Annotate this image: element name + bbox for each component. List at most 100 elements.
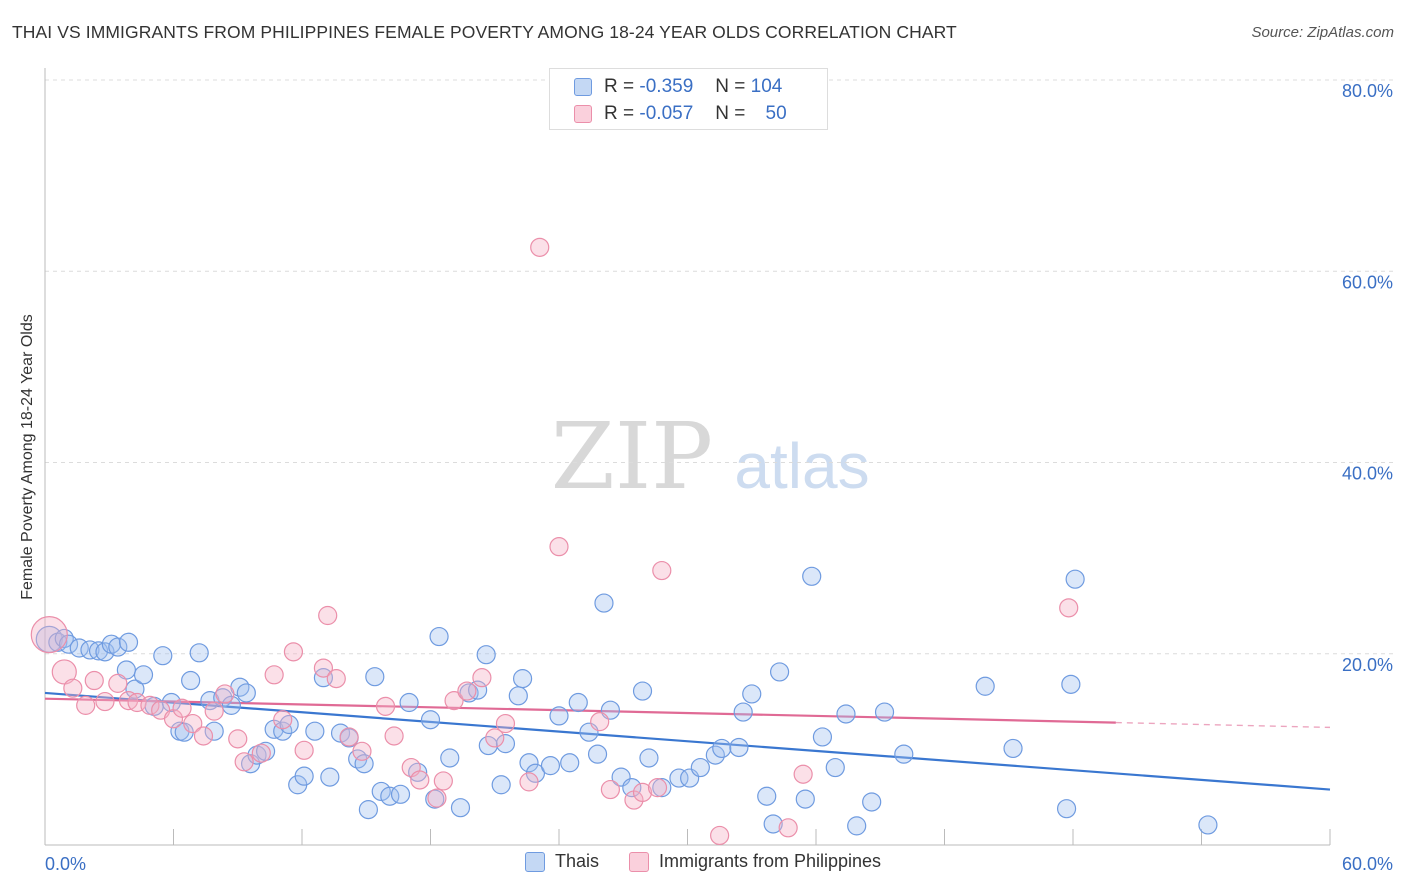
philippines-point: [652, 560, 672, 581]
philippines-point: [76, 695, 96, 715]
thais-point: [95, 642, 115, 662]
thais-point: [181, 670, 201, 691]
x-tick-label: 60.0%: [1342, 854, 1393, 874]
thais-trend-line: [44, 691, 1331, 791]
thais-n-value: 104: [750, 76, 783, 97]
philippines-point: [457, 681, 477, 701]
thais-point: [519, 753, 539, 773]
thais-point: [795, 789, 815, 809]
n-label: N =: [715, 103, 746, 124]
thais-point: [690, 757, 710, 778]
thais-point: [189, 643, 209, 663]
thais-point: [1065, 569, 1085, 589]
thais-point: [639, 748, 659, 768]
philippines-point: [444, 691, 464, 711]
n-label: N =: [715, 76, 746, 97]
philippines-point: [530, 237, 550, 257]
thais-r-value: -0.359: [639, 76, 694, 97]
thais-point: [161, 692, 181, 713]
thais-point: [560, 753, 580, 773]
thais-point: [632, 681, 653, 701]
philippines-point: [549, 537, 569, 557]
axes: [44, 68, 1331, 846]
philippines-point: [264, 665, 284, 685]
r-label: R =: [604, 103, 635, 124]
philippines-point: [273, 710, 293, 730]
philippines-point: [183, 713, 203, 734]
thais-point: [495, 734, 516, 754]
philippines-legend-swatch: [628, 851, 649, 872]
thais-point: [468, 680, 488, 700]
thais-point: [729, 737, 749, 758]
thais-point: [358, 800, 378, 820]
tick-labels: 20.0% 40.0% 60.0% 80.0% 0.0% 60.0%: [45, 81, 1393, 874]
thais-point: [622, 778, 642, 798]
thais-point: [862, 792, 882, 812]
thais-point: [450, 798, 471, 818]
thais-point: [1198, 815, 1218, 835]
thais-point: [769, 662, 790, 682]
thais-point: [549, 706, 569, 726]
thais-point: [669, 768, 689, 788]
thais-point: [587, 744, 608, 764]
stats-legend: R = -0.359 N = 104 R = -0.057 N = 50: [549, 68, 828, 130]
thais-point: [236, 683, 256, 703]
thais-point: [568, 692, 588, 713]
legend-item-thais: Thais: [524, 851, 599, 872]
thais-point: [1061, 674, 1081, 694]
thais-point: [478, 735, 498, 756]
thais-point: [491, 775, 511, 795]
philippines-point: [485, 728, 505, 748]
thais-point: [294, 766, 314, 786]
philippines-point: [600, 779, 621, 800]
philippines-n-value: 50: [765, 103, 787, 124]
thais-point: [365, 667, 385, 687]
y-tick-label: 20.0%: [1342, 655, 1393, 675]
thais-point: [975, 676, 995, 696]
philippines-point: [251, 743, 271, 763]
philippines-trend-line-extension: [1115, 721, 1331, 729]
thais-point: [757, 786, 777, 806]
thais-point: [836, 704, 856, 724]
thais-point: [320, 767, 340, 787]
thais-point: [354, 754, 374, 774]
philippines-point: [228, 729, 248, 749]
thais-point: [512, 669, 533, 689]
y-tick-label: 60.0%: [1342, 272, 1393, 292]
thais-point: [594, 593, 614, 613]
thais-point: [825, 757, 845, 778]
philippines-point: [84, 670, 104, 691]
thais-point: [1003, 738, 1023, 759]
thais-point: [420, 710, 441, 730]
philippines-point: [283, 642, 304, 662]
philippines-point: [339, 727, 359, 747]
philippines-point: [234, 752, 254, 772]
legend-label-thais: Thais: [554, 851, 599, 871]
thais-point: [1056, 799, 1077, 819]
philippines-point: [778, 818, 798, 838]
philippines-point: [193, 726, 214, 746]
legend-item-philippines: Immigrants from Philippines: [628, 851, 881, 872]
philippines-point: [433, 771, 453, 791]
thais-point: [763, 814, 783, 834]
philippines-point: [294, 740, 314, 760]
philippines-point: [172, 698, 192, 718]
thais-point: [652, 778, 672, 798]
thais-point: [133, 665, 154, 685]
philippines-point: [710, 825, 730, 846]
thais-point: [399, 692, 419, 713]
thais-point: [802, 566, 822, 586]
thais-point: [204, 721, 224, 741]
chart-title: THAI VS IMMIGRANTS FROM PHILIPPINES FEMA…: [12, 22, 957, 42]
philippines-point: [590, 712, 610, 732]
philippines-point: [318, 605, 338, 626]
philippines-point: [204, 701, 224, 721]
thais-point: [712, 738, 732, 759]
thais-swatch: [574, 78, 592, 96]
thais-point: [847, 816, 867, 836]
thais-point: [476, 645, 496, 665]
watermark: ZIP atlas: [551, 403, 870, 510]
thais-legend-swatch: [524, 851, 545, 872]
philippines-point: [632, 782, 653, 803]
philippines-point: [1059, 598, 1079, 618]
